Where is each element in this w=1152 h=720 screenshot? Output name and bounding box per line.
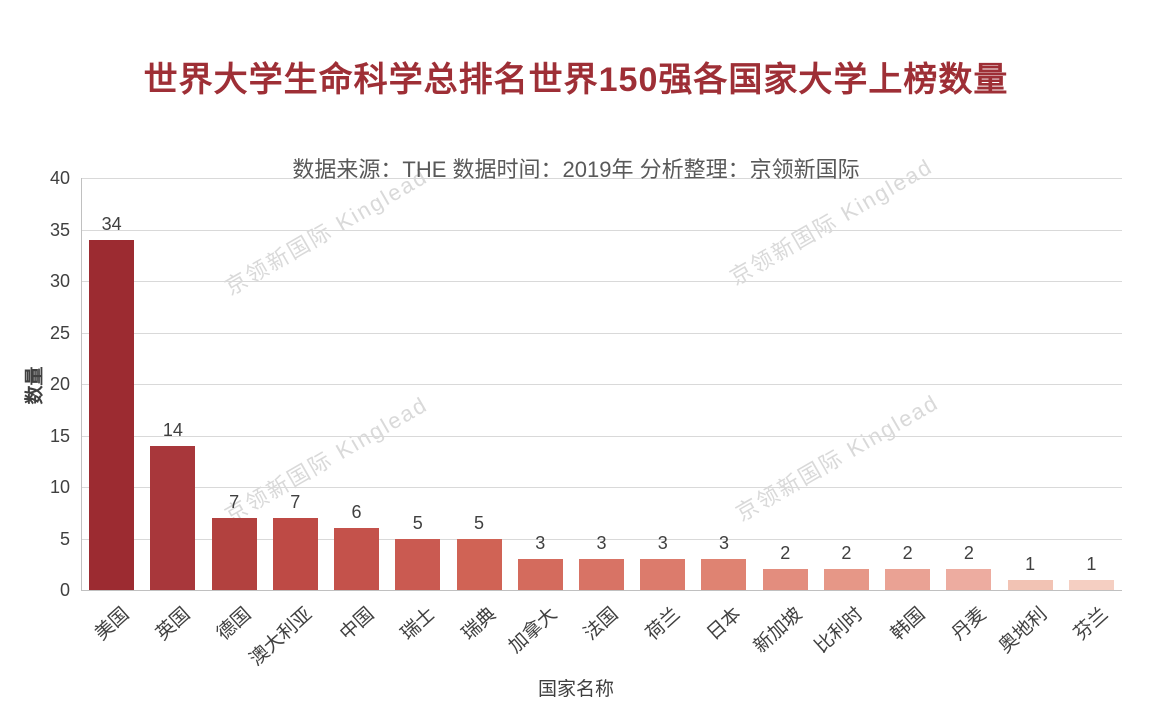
gridline [81, 332, 1122, 334]
bar [1007, 579, 1053, 590]
y-tick-label: 5 [59, 528, 70, 549]
bar-value-label: 1 [1086, 553, 1097, 574]
bar [762, 569, 808, 590]
y-tick-label: 25 [49, 322, 70, 343]
x-axis-line [81, 590, 1122, 591]
bar [640, 559, 686, 590]
bar-value-label: 14 [162, 419, 183, 440]
x-tick-label: 瑞士 [396, 603, 440, 645]
bar-value-label: 3 [535, 533, 546, 554]
x-tick-label: 芬兰 [1070, 603, 1113, 645]
bar-value-label: 2 [780, 543, 791, 564]
bar [211, 517, 257, 590]
bar-value-label: 2 [902, 543, 913, 564]
bar [150, 445, 196, 590]
bar [89, 239, 135, 590]
bar-value-label: 2 [841, 543, 852, 564]
y-tick-label: 15 [49, 425, 70, 446]
gridline [81, 229, 1122, 231]
gridline [81, 281, 1122, 282]
x-tick-label: 中国 [335, 603, 378, 645]
bar-value-label: 5 [474, 512, 485, 533]
chart-subtitle: 数据来源：THE 数据时间：2019年 分析整理：京领新国际 [292, 157, 860, 182]
x-tick-label: 瑞典 [458, 603, 501, 645]
x-tick-label: 英国 [151, 603, 195, 645]
bar [272, 517, 318, 590]
gridline [81, 487, 1122, 488]
bar-value-label: 6 [351, 502, 362, 523]
bar-value-label: 34 [101, 213, 122, 234]
x-tick-label: 荷兰 [641, 603, 685, 645]
bar-value-label: 3 [657, 533, 668, 554]
bar [1068, 579, 1114, 590]
bar [579, 559, 624, 590]
bar-value-label: 7 [290, 491, 301, 512]
bar-value-label: 7 [229, 491, 240, 512]
x-tick-label: 德国 [213, 603, 256, 645]
bar [946, 569, 992, 590]
bar [456, 538, 502, 590]
y-tick-label: 0 [59, 580, 70, 600]
x-tick-label: 加拿大 [505, 603, 562, 658]
bar [701, 559, 747, 590]
y-tick-label: 35 [49, 219, 70, 240]
bar-value-label: 2 [963, 543, 974, 564]
x-tick-label: 丹麦 [948, 603, 991, 645]
bar-value-label: 1 [1025, 553, 1036, 574]
gridline [81, 435, 1122, 437]
bar-value-label: 3 [596, 533, 607, 554]
gridline [81, 384, 1122, 385]
x-axis-label: 国家名称 [537, 679, 614, 700]
gridline [81, 178, 1122, 179]
y-tick-label: 30 [49, 271, 70, 291]
x-tick-label: 新加坡 [750, 603, 807, 658]
bar [823, 569, 869, 590]
x-tick-label: 比利时 [811, 603, 868, 658]
y-tick-label: 20 [49, 374, 70, 394]
x-tick-label: 澳大利亚 [246, 603, 317, 671]
bar [517, 559, 563, 590]
x-tick-label: 奥地利 [995, 603, 1052, 658]
bar [885, 569, 931, 590]
y-tick-label: 40 [49, 168, 70, 188]
y-tick-label: 10 [49, 477, 70, 497]
chart-title: 世界大学生命科学总排名世界150强各国家大学上榜数量 [143, 61, 1009, 99]
x-tick-label: 美国 [90, 603, 134, 645]
gridline [81, 538, 1122, 540]
x-tick-label: 法国 [580, 603, 623, 645]
bar [395, 538, 441, 590]
bar [334, 528, 380, 590]
bar-value-label: 3 [718, 533, 729, 554]
y-axis-line [81, 178, 82, 590]
x-tick-label: 日本 [703, 603, 746, 645]
bar-value-label: 5 [412, 512, 423, 533]
x-tick-label: 韩国 [886, 603, 930, 645]
